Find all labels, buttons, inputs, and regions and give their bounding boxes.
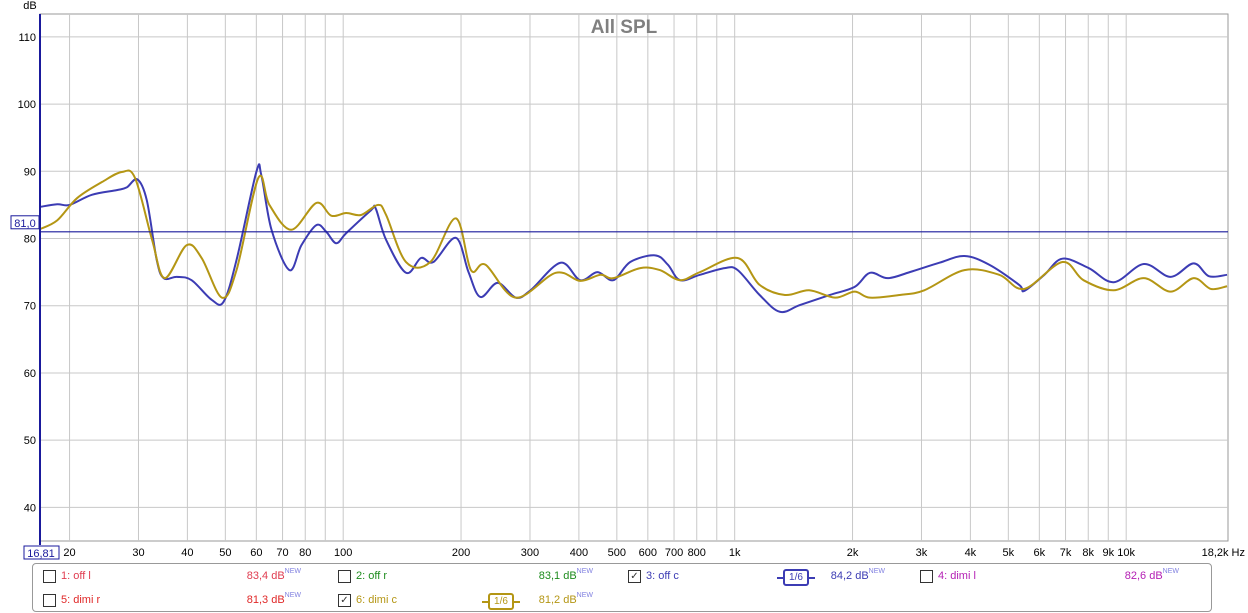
legend-value: 81,2 dBNEW [513, 592, 593, 608]
x-start-box: 16,81 [23, 545, 60, 560]
legend-value: 83,4 dBNEW [221, 568, 301, 584]
legend-label[interactable]: 2: off r [356, 570, 387, 582]
x-tick-label: 300 [521, 547, 539, 559]
legend-label[interactable]: 5: dimi r [61, 594, 101, 606]
x-tick-label: 7k [1060, 547, 1072, 559]
legend-label[interactable]: 1: off l [61, 570, 91, 582]
x-tick-label: 40 [181, 547, 193, 559]
cursor-value: 81,0 [14, 218, 35, 230]
series-line-dimi-c[interactable] [39, 169, 1228, 299]
legend-checkbox[interactable]: ✓ [338, 594, 351, 607]
legend-item: 2: off r 83,1 dBNEW [338, 568, 628, 584]
y-tick-label: 80 [24, 234, 36, 246]
legend-value: 83,1 dBNEW [513, 568, 593, 584]
x-tick-label: 8k [1082, 547, 1094, 559]
series-lines [39, 163, 1228, 314]
plot-area[interactable] [39, 13, 1229, 542]
new-badge: NEW [868, 568, 885, 575]
new-badge: NEW [284, 592, 301, 599]
legend-checkbox[interactable] [43, 570, 56, 583]
x-tick-label: 5k [1003, 547, 1015, 559]
x-tick-label: 700 [665, 547, 683, 559]
x-tick-label: 1k [729, 547, 741, 559]
legend-label[interactable]: 6: dimi c [356, 594, 397, 606]
y-tick-label: 100 [18, 99, 36, 111]
legend-checkbox[interactable] [920, 570, 933, 583]
x-tick-label: 4k [965, 547, 977, 559]
legend-checkbox[interactable] [43, 594, 56, 607]
legend-panel: 1: off l 83,4 dBNEW 2: off r 83,1 dBNEW ✓… [32, 563, 1212, 612]
legend-value-text: 81,3 dB [246, 594, 285, 606]
x-tick-label: 100 [334, 547, 352, 559]
x-tick-label: 10k [1117, 547, 1135, 559]
x-tick-label: 70 [276, 547, 288, 559]
legend-value-text: 81,2 dB [538, 594, 577, 606]
cursor-value-box: 81,0 [10, 215, 40, 230]
x-tick-label: 200 [452, 547, 470, 559]
x-tick-label: 500 [608, 547, 626, 559]
legend-value-text: 82,6 dB [1124, 570, 1163, 582]
y-tick-label: 110 [18, 32, 36, 44]
x-tick-label: 50 [219, 547, 231, 559]
smoothing-badge[interactable]: 1/6 [482, 593, 520, 610]
legend-value-text: 83,4 dB [246, 570, 285, 582]
legend-item: 5: dimi r 81,3 dBNEW [43, 592, 333, 608]
legend-checkbox[interactable] [338, 570, 351, 583]
y-tick-label: 40 [24, 502, 36, 514]
x-tick-label: 60 [250, 547, 262, 559]
x-tick-label: 800 [688, 547, 706, 559]
legend-value-text: 84,2 dB [830, 570, 869, 582]
spl-chart[interactable]: dB All SPL 40 50 60 70 80 90 100 110 20 30 40 50 60… [0, 0, 1248, 560]
y-axis-label: dB [23, 0, 36, 12]
y-tick-label: 60 [24, 368, 36, 380]
y-tick-label: 50 [24, 435, 36, 447]
legend-checkbox[interactable]: ✓ [628, 570, 641, 583]
new-badge: NEW [576, 592, 593, 599]
grid [40, 14, 1228, 541]
legend-value: 84,2 dBNEW [805, 568, 885, 584]
y-tick-label: 90 [24, 166, 36, 178]
x-tick-label: 80 [299, 547, 311, 559]
legend-item: ✓ 3: off c 1/6 84,2 dBNEW [628, 568, 918, 586]
new-badge: NEW [1162, 568, 1179, 575]
y-tick-label: 70 [24, 301, 36, 313]
x-tick-label: 20 [63, 547, 75, 559]
chart-title: All SPL [591, 17, 658, 38]
x-tick-label: 3k [916, 547, 928, 559]
legend-label[interactable]: 3: off c [646, 570, 679, 582]
legend-item: ✓ 6: dimi c 1/6 81,2 dBNEW [338, 592, 628, 610]
legend-item: 1: off l 83,4 dBNEW [43, 568, 333, 584]
x-tick-label: 9k [1102, 547, 1114, 559]
legend-value: 81,3 dBNEW [221, 592, 301, 608]
x-start-value: 16,81 [27, 548, 55, 560]
new-badge: NEW [284, 568, 301, 575]
new-badge: NEW [576, 568, 593, 575]
legend-label[interactable]: 4: dimi l [938, 570, 976, 582]
legend-value: 82,6 dBNEW [1099, 568, 1179, 584]
x-tick-label: 400 [570, 547, 588, 559]
x-end-label: 18,2k Hz [1202, 547, 1245, 559]
x-tick-label: 2k [847, 547, 859, 559]
x-tick-label: 30 [132, 547, 144, 559]
legend-item: 4: dimi l 82,6 dBNEW [920, 568, 1210, 584]
x-tick-label: 600 [639, 547, 657, 559]
smoothing-badge[interactable]: 1/6 [777, 569, 815, 586]
x-tick-label: 6k [1034, 547, 1046, 559]
legend-value-text: 83,1 dB [538, 570, 577, 582]
